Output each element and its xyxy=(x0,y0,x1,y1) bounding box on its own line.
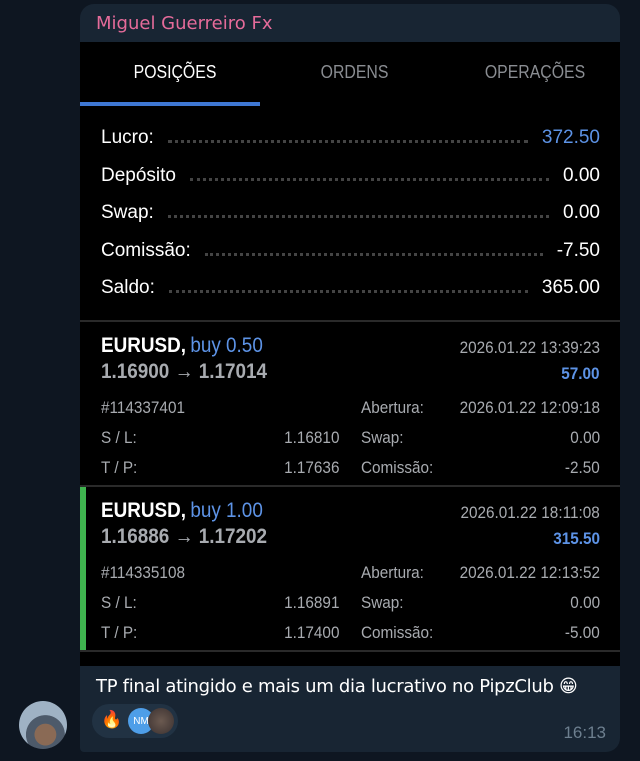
position-ticket: #114335108 xyxy=(101,563,185,582)
position-ticket: #114337401 xyxy=(101,398,185,417)
sl-value: 1.16891 xyxy=(283,593,339,612)
summary-value: 372.50 xyxy=(541,127,600,148)
divider xyxy=(80,650,620,652)
summary-label: Swap: xyxy=(101,202,154,223)
tp-value: 1.17400 xyxy=(283,623,339,642)
divider xyxy=(80,320,620,322)
commission-label: Comissão: xyxy=(361,458,434,477)
reactor-avatar-photo xyxy=(148,708,174,734)
position-symbol: EURUSD, xyxy=(101,499,187,522)
dot-leader xyxy=(190,177,550,181)
summary-value: 365.00 xyxy=(541,277,600,298)
position-profit: 315.50 xyxy=(553,529,600,548)
message-bubble: Miguel Guerreiro Fx POSIÇÕES ORDENS OPER… xyxy=(80,4,620,752)
summary-label: Comissão: xyxy=(101,239,191,261)
summary-row: Saldo: 365.00 xyxy=(101,273,600,303)
screenshot-image[interactable]: POSIÇÕES ORDENS OPERAÇÕES Lucro: 372.50 De… xyxy=(80,42,620,666)
tab-bar: POSIÇÕES ORDENS OPERAÇÕES xyxy=(80,42,620,106)
position-row[interactable]: EURUSD, buy 1.00 1.16886 → 1.17202 2026.… xyxy=(80,487,620,652)
position-symbol: EURUSD, xyxy=(101,334,187,357)
open-time: 2026.01.22 12:13:52 xyxy=(459,563,600,582)
message-caption: TP final atingido e mais um dia lucrativ… xyxy=(96,676,578,697)
active-tab-indicator xyxy=(80,102,260,106)
open-time: 2026.01.22 12:09:18 xyxy=(459,398,600,417)
message-time: 16:13 xyxy=(563,723,606,742)
open-label: Abertura: xyxy=(361,398,424,417)
summary-row: Lucro: 372.50 xyxy=(101,123,600,153)
summary-value: 0.00 xyxy=(563,202,600,223)
swap-label: Swap: xyxy=(361,593,404,612)
dot-leader xyxy=(167,214,550,218)
open-label: Abertura: xyxy=(361,563,424,582)
position-time: 2026.01.22 13:39:23 xyxy=(459,338,600,357)
position-prices: 1.16886 → 1.17202 xyxy=(101,525,268,548)
sender-avatar[interactable] xyxy=(19,701,67,749)
position-time: 2026.01.22 18:11:08 xyxy=(460,503,600,522)
position-side: buy 1.00 xyxy=(190,499,263,522)
tp-label: T / P: xyxy=(101,458,138,477)
fire-emoji-icon: 🔥 xyxy=(101,710,123,729)
tab-operacoes: OPERAÇÕES xyxy=(484,62,586,82)
summary-label: Lucro: xyxy=(101,127,154,148)
summary-value: 0.00 xyxy=(563,164,600,186)
tp-value: 1.17636 xyxy=(283,458,339,477)
commission-value: -5.00 xyxy=(565,623,600,642)
tab-ordens: ORDENS xyxy=(320,62,389,82)
summary-label: Saldo: xyxy=(101,277,155,298)
position-profit: 57.00 xyxy=(561,364,600,383)
swap-value: 0.00 xyxy=(570,428,600,447)
dot-leader xyxy=(168,289,528,293)
sl-label: S / L: xyxy=(101,593,137,612)
swap-value: 0.00 xyxy=(570,593,600,612)
tp-label: T / P: xyxy=(101,623,138,642)
swap-label: Swap: xyxy=(361,428,404,447)
commission-label: Comissão: xyxy=(361,623,434,642)
position-row[interactable]: EURUSD, buy 0.50 1.16900 → 1.17014 2026.… xyxy=(80,322,620,487)
sl-label: S / L: xyxy=(101,428,137,447)
divider xyxy=(80,485,620,487)
summary-row: Comissão: -7.50 xyxy=(101,236,600,266)
summary-row: Depósito 0.00 xyxy=(101,161,600,191)
reaction-pill[interactable]: 🔥 NM xyxy=(92,704,178,738)
summary-value: -7.50 xyxy=(556,239,600,261)
position-side: buy 0.50 xyxy=(190,334,263,357)
dot-leader xyxy=(204,252,543,256)
dot-leader xyxy=(167,139,528,143)
selected-indicator xyxy=(80,487,86,651)
summary-row: Swap: 0.00 xyxy=(101,198,600,228)
commission-value: -2.50 xyxy=(565,458,600,477)
sender-name[interactable]: Miguel Guerreiro Fx xyxy=(96,13,273,34)
summary-label: Depósito xyxy=(101,164,176,186)
sl-value: 1.16810 xyxy=(283,428,339,447)
tab-posicoes: POSIÇÕES xyxy=(133,62,217,82)
position-prices: 1.16900 → 1.17014 xyxy=(101,360,268,383)
